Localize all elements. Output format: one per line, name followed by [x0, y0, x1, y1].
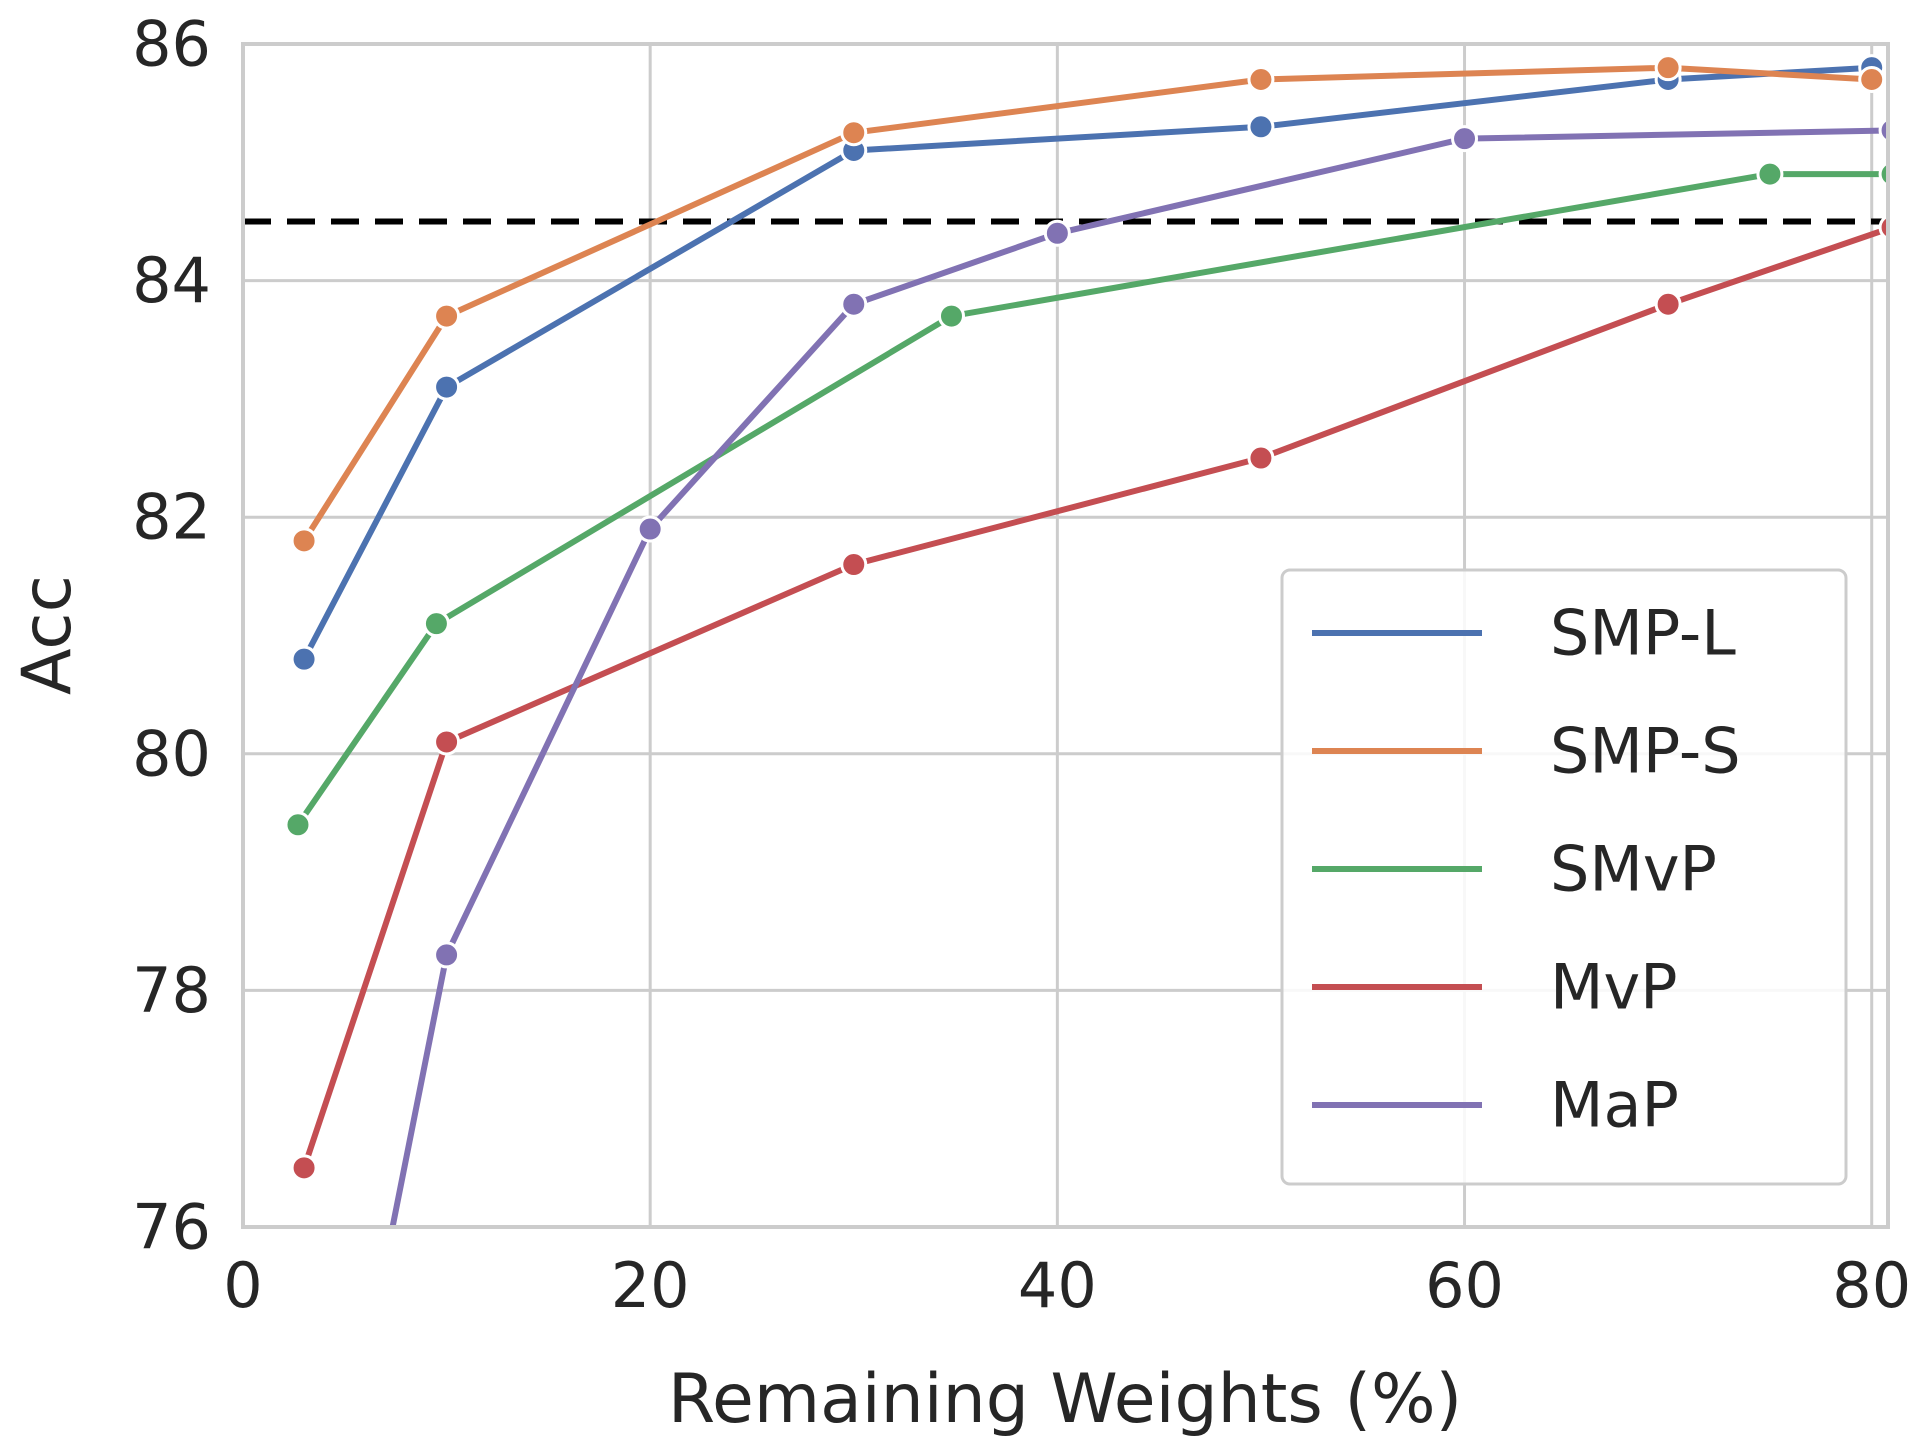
data-point-mvp	[1247, 444, 1275, 472]
legend-label-smp-l: SMP-L	[1550, 597, 1736, 670]
legend-label-map: MaP	[1550, 1069, 1679, 1142]
x-tick-label: 80	[1832, 1249, 1911, 1322]
x-axis-title: Remaining Weights (%)	[668, 1360, 1462, 1439]
legend: SMP-L SMP-S SMvP MvP MaP	[1280, 568, 1848, 1186]
legend-label-smvp: SMvP	[1550, 833, 1717, 906]
legend-label-smp-s: SMP-S	[1550, 715, 1741, 788]
data-point-smvp	[937, 302, 965, 330]
data-point-smp-l	[1247, 113, 1275, 141]
data-point-smvp	[422, 610, 450, 638]
data-point-smp-l	[433, 373, 461, 401]
data-point-smp-s	[433, 302, 461, 330]
data-point-mvp	[290, 1154, 318, 1182]
y-tick-label: 86	[132, 8, 211, 81]
x-tick-labels: 0 20 40 60 80	[223, 1249, 1911, 1322]
y-axis-title: Acc	[8, 575, 87, 695]
data-point-smvp	[1756, 160, 1784, 188]
y-tick-labels: 76 78 80 82 84 86	[132, 8, 211, 1264]
data-point-mvp	[1654, 290, 1682, 318]
x-tick-label: 40	[1018, 1249, 1097, 1322]
data-point-smp-s	[840, 119, 868, 147]
data-point-smvp	[1878, 161, 1888, 187]
plot-frame	[241, 42, 1890, 1229]
y-tick-label: 76	[132, 1191, 211, 1264]
y-tick-label: 84	[132, 244, 211, 317]
data-point-smp-s	[1247, 65, 1275, 93]
data-point-map	[636, 515, 664, 543]
data-point-map	[433, 941, 461, 969]
data-point-mvp	[433, 728, 461, 756]
x-tick-label: 60	[1425, 1249, 1504, 1322]
data-point-mvp	[840, 551, 868, 579]
data-point-smvp	[284, 811, 312, 839]
data-point-map	[840, 290, 868, 318]
data-point-map	[374, 1250, 398, 1274]
data-point-map	[1878, 117, 1888, 144]
data-point-map	[1043, 219, 1071, 247]
legend-box	[1280, 568, 1848, 1186]
legend-label-mvp: MvP	[1550, 951, 1678, 1024]
x-tick-label: 20	[611, 1249, 690, 1322]
data-point-smp-s	[290, 527, 318, 555]
data-point-smp-s	[1654, 54, 1682, 82]
data-point-map	[1451, 125, 1479, 153]
y-tick-label: 82	[132, 481, 211, 554]
y-tick-label: 78	[132, 954, 211, 1027]
series-line-mvp	[301, 225, 1888, 1171]
series-line-smp-l	[301, 64, 1875, 663]
x-tick-label: 0	[223, 1249, 262, 1322]
series-line-smp-s	[301, 64, 1875, 544]
data-point-smp-s	[1858, 65, 1886, 93]
y-tick-label: 80	[132, 717, 211, 790]
data-point-smp-l	[290, 645, 318, 673]
data-point-mvp	[1878, 214, 1888, 241]
